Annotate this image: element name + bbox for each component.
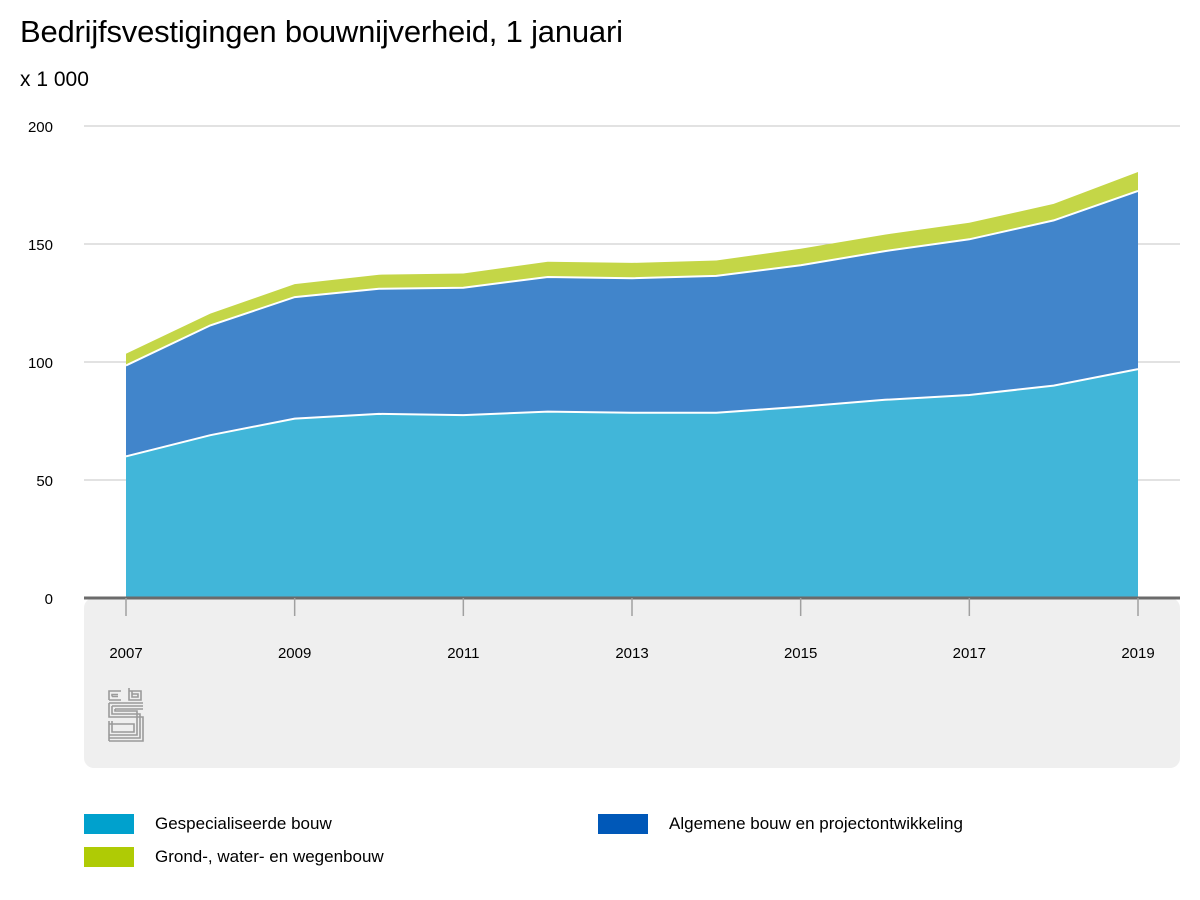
cbs-logo-icon <box>108 688 144 742</box>
area-chart: 0 50 100 150 200 2007 2009 2011 2013 2015 2017 201… <box>28 119 1180 768</box>
x-tick-label: 2009 <box>278 645 311 662</box>
x-tick-label: 2007 <box>109 645 142 662</box>
y-tick-label: 0 <box>45 591 53 608</box>
series-area-2 <box>126 172 1138 366</box>
y-tick-label: 150 <box>28 237 53 254</box>
y-tick-label: 50 <box>36 473 53 490</box>
legend-swatch <box>84 814 134 834</box>
x-tick-label: 2019 <box>1121 645 1154 662</box>
y-tick-label: 100 <box>28 355 53 372</box>
chart-title: Bedrijfsvestigingen bouwnijverheid, 1 ja… <box>20 14 623 49</box>
x-tick-label: 2015 <box>784 645 817 662</box>
chart-footer-panel <box>84 598 1180 768</box>
legend-label: Grond-, water- en wegenbouw <box>155 847 384 866</box>
y-axis-labels: 0 50 100 150 200 <box>28 119 53 608</box>
series-area-1 <box>126 190 1138 457</box>
legend-item-grond-water-wegenbouw: Grond-, water- en wegenbouw <box>84 847 384 867</box>
x-tick-label: 2011 <box>447 645 479 662</box>
legend-item-gespecialiseerde-bouw: Gespecialiseerde bouw <box>84 814 332 834</box>
series-areas <box>125 172 1139 598</box>
legend-label: Algemene bouw en projectontwikkeling <box>669 814 963 833</box>
x-tick-label: 2013 <box>615 645 648 662</box>
legend: Gespecialiseerde bouw Algemene bouw en p… <box>84 814 1184 884</box>
x-axis: 2007 2009 2011 2013 2015 2017 2019 <box>84 596 1180 662</box>
x-tick-label: 2017 <box>953 645 986 662</box>
series-boundary-1 <box>125 189 1139 367</box>
legend-label: Gespecialiseerde bouw <box>155 814 332 833</box>
legend-swatch <box>84 847 134 867</box>
series-boundary-0 <box>125 368 1139 458</box>
series-area-0 <box>126 369 1138 598</box>
chart-unit: x 1 000 <box>20 68 89 91</box>
legend-item-algemene-bouw: Algemene bouw en projectontwikkeling <box>598 814 963 834</box>
legend-swatch <box>598 814 648 834</box>
y-tick-label: 200 <box>28 119 53 136</box>
